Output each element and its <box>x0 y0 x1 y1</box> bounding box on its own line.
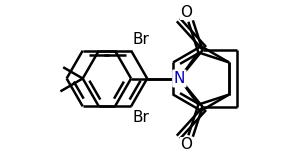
Text: O: O <box>180 137 192 152</box>
Text: O: O <box>180 5 192 20</box>
Text: N: N <box>174 71 185 86</box>
Text: Br: Br <box>132 110 149 125</box>
Text: Br: Br <box>132 32 149 47</box>
